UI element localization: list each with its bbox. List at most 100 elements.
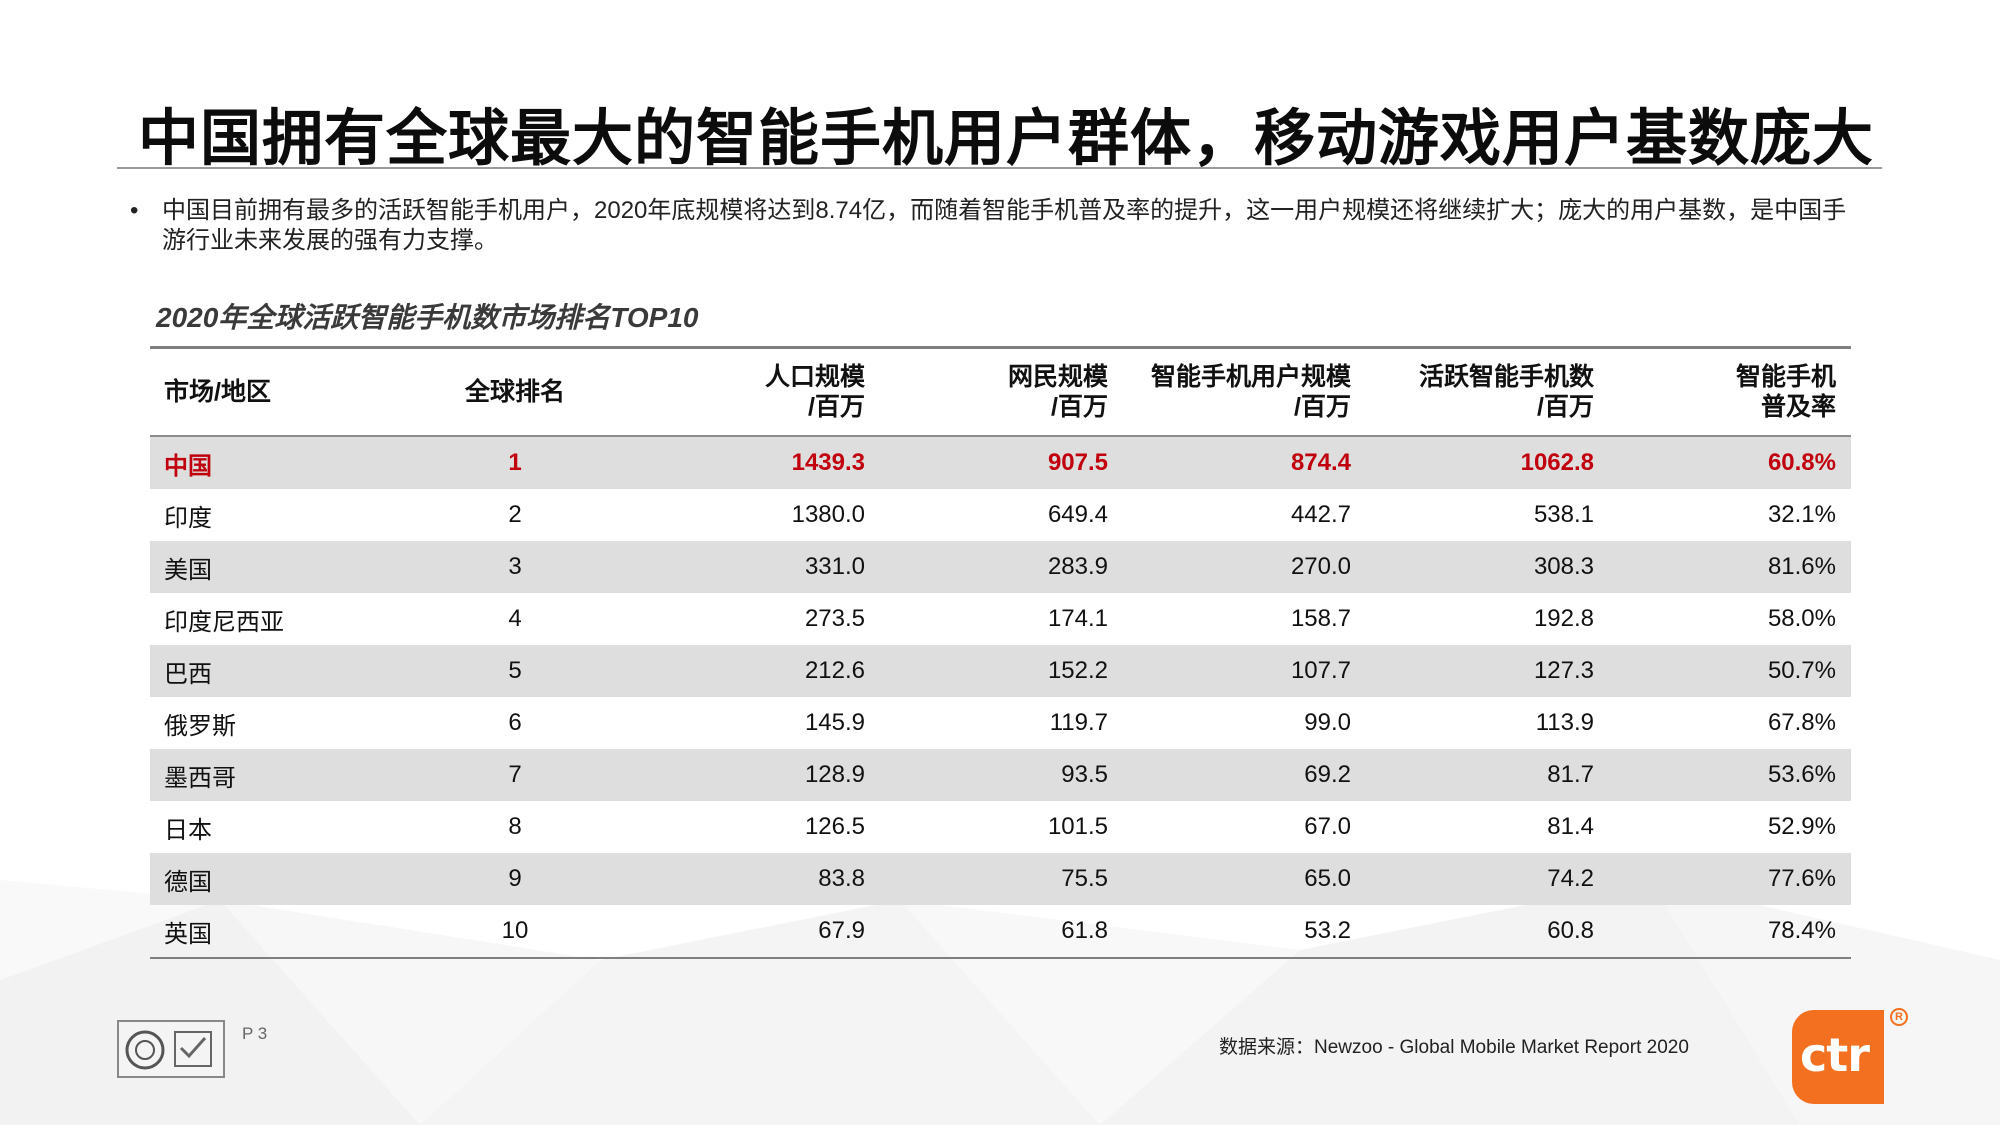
cell-rank: 6 <box>508 709 522 736</box>
cell-penetration: 58.0% <box>1767 605 1836 632</box>
cell-smartphone-users: 53.2 <box>1304 917 1351 944</box>
cell-penetration: 77.6% <box>1767 865 1836 892</box>
cell-market: 墨西哥 <box>164 764 236 792</box>
cell-market: 英国 <box>164 920 212 948</box>
table-row: 美国 3 331.0 283.9 270.0 308.3 81.6% <box>150 541 1851 593</box>
cell-smartphone-users: 69.2 <box>1304 761 1351 788</box>
cell-active-smartphones: 192.8 <box>1533 605 1594 632</box>
cell-active-smartphones: 1062.8 <box>1520 449 1594 476</box>
cell-smartphone-users: 65.0 <box>1304 865 1351 892</box>
cell-smartphone-users: 99.0 <box>1304 709 1351 736</box>
cell-rank: 3 <box>508 553 522 580</box>
cell-population: 145.9 <box>804 709 865 736</box>
table-body: 中国 1 1439.3 907.5 874.4 1062.8 60.8% 印度 2 1380.0 6… <box>150 437 1851 957</box>
header-smartphone-users: 智能手机用户规模/百万 <box>1150 363 1351 421</box>
title-divider <box>117 167 1882 169</box>
cell-active-smartphones: 81.4 <box>1547 813 1594 840</box>
cell-market: 美国 <box>164 556 212 584</box>
data-source: 数据来源：Newzoo - Global Mobile Market Repor… <box>1219 1037 1689 1058</box>
cell-rank: 8 <box>508 813 522 840</box>
cell-market: 中国 <box>164 452 212 480</box>
cell-smartphone-users: 442.7 <box>1290 501 1351 528</box>
cell-penetration: 60.8% <box>1767 449 1836 476</box>
cell-rank: 1 <box>508 449 522 476</box>
table-row: 俄罗斯 6 145.9 119.7 99.0 113.9 67.8% <box>150 697 1851 749</box>
header-penetration: 智能手机 普及率 <box>1735 363 1836 421</box>
cell-population: 1439.3 <box>791 449 865 476</box>
table-row: 日本 8 126.5 101.5 67.0 81.4 52.9% <box>150 801 1851 853</box>
ctr-logo: ctr <box>1792 1010 1884 1104</box>
cell-penetration: 52.9% <box>1767 813 1836 840</box>
cell-population: 126.5 <box>804 813 865 840</box>
cell-smartphone-users: 158.7 <box>1290 605 1351 632</box>
cell-population: 212.6 <box>804 657 865 684</box>
cell-market: 巴西 <box>164 660 212 688</box>
cell-rank: 2 <box>508 501 522 528</box>
cell-rank: 9 <box>508 865 522 892</box>
header-market: 市场/地区 <box>164 378 271 406</box>
table-row: 巴西 5 212.6 152.2 107.7 127.3 50.7% <box>150 645 1851 697</box>
cell-population: 128.9 <box>804 761 865 788</box>
cell-netizens: 61.8 <box>1061 917 1108 944</box>
bullet-dot: • <box>130 197 139 224</box>
cell-netizens: 649.4 <box>1047 501 1108 528</box>
cell-netizens: 119.7 <box>1049 709 1108 736</box>
cell-market: 俄罗斯 <box>164 712 236 740</box>
cell-penetration: 67.8% <box>1767 709 1836 736</box>
cell-netizens: 75.5 <box>1061 865 1108 892</box>
certification-logo <box>117 1020 225 1078</box>
cell-penetration: 53.6% <box>1767 761 1836 788</box>
cell-population: 1380.0 <box>791 501 865 528</box>
cell-netizens: 101.5 <box>1047 813 1108 840</box>
cell-smartphone-users: 874.4 <box>1290 449 1351 476</box>
table-row: 德国 9 83.8 75.5 65.0 74.2 77.6% <box>150 853 1851 905</box>
table-title: 2020年全球活跃智能手机数市场排名TOP10 <box>156 302 699 333</box>
cell-market: 印度尼西亚 <box>164 608 284 636</box>
table-row: 墨西哥 7 128.9 93.5 69.2 81.7 53.6% <box>150 749 1851 801</box>
cell-active-smartphones: 81.7 <box>1547 761 1594 788</box>
header-population: 人口规模/百万 <box>764 363 865 421</box>
summary-text: 中国目前拥有最多的活跃智能手机用户，2020年底规模将达到8.74亿，而随着智能… <box>162 197 1847 254</box>
cell-rank: 10 <box>501 917 529 944</box>
cell-active-smartphones: 60.8 <box>1547 917 1594 944</box>
registered-mark-icon: R <box>1890 1008 1908 1026</box>
cell-penetration: 81.6% <box>1767 553 1836 580</box>
cell-population: 83.8 <box>818 865 865 892</box>
page-number: P 3 <box>242 1024 268 1043</box>
cell-smartphone-users: 107.7 <box>1290 657 1351 684</box>
table-row: 印度 2 1380.0 649.4 442.7 538.1 32.1% <box>150 489 1851 541</box>
cell-penetration: 50.7% <box>1767 657 1836 684</box>
cell-market: 日本 <box>164 816 212 844</box>
ctr-logo-text: ctr <box>1800 1028 1870 1082</box>
cell-active-smartphones: 308.3 <box>1533 553 1594 580</box>
header-rank: 全球排名 <box>464 378 565 406</box>
header-active-smartphones: 活跃智能手机数/百万 <box>1418 363 1594 421</box>
cell-rank: 5 <box>508 657 522 684</box>
cell-netizens: 152.2 <box>1047 657 1108 684</box>
cell-population: 273.5 <box>804 605 865 632</box>
cell-netizens: 283.9 <box>1047 553 1108 580</box>
table-header-row: 市场/地区 全球排名 人口规模/百万 网民规模/百万 智能手机用户规模/百万 活… <box>150 349 1851 435</box>
table-row: 中国 1 1439.3 907.5 874.4 1062.8 60.8% <box>150 437 1851 489</box>
summary-bullet: • 中国目前拥有最多的活跃智能手机用户，2020年底规模将达到8.74亿，而随着… <box>130 196 1870 256</box>
cell-rank: 4 <box>508 605 522 632</box>
cell-smartphone-users: 270.0 <box>1290 553 1351 580</box>
table-row: 英国 10 67.9 61.8 53.2 60.8 78.4% <box>150 905 1851 957</box>
cell-netizens: 93.5 <box>1061 761 1108 788</box>
ranking-table: 市场/地区 全球排名 人口规模/百万 网民规模/百万 智能手机用户规模/百万 活… <box>150 346 1851 959</box>
cell-penetration: 32.1% <box>1767 501 1836 528</box>
cell-active-smartphones: 74.2 <box>1547 865 1594 892</box>
page-title: 中国拥有全球最大的智能手机用户群体，移动游戏用户基数庞大 <box>138 104 1875 172</box>
cell-market: 德国 <box>164 868 212 896</box>
cell-active-smartphones: 127.3 <box>1533 657 1594 684</box>
cell-market: 印度 <box>164 504 212 532</box>
cell-smartphone-users: 67.0 <box>1304 813 1351 840</box>
table-bottom-rule <box>150 957 1851 959</box>
cell-netizens: 907.5 <box>1047 449 1108 476</box>
cell-penetration: 78.4% <box>1767 917 1836 944</box>
cell-netizens: 174.1 <box>1047 605 1108 632</box>
cell-population: 331.0 <box>804 553 865 580</box>
cell-population: 67.9 <box>818 917 865 944</box>
cell-active-smartphones: 113.9 <box>1535 709 1594 736</box>
